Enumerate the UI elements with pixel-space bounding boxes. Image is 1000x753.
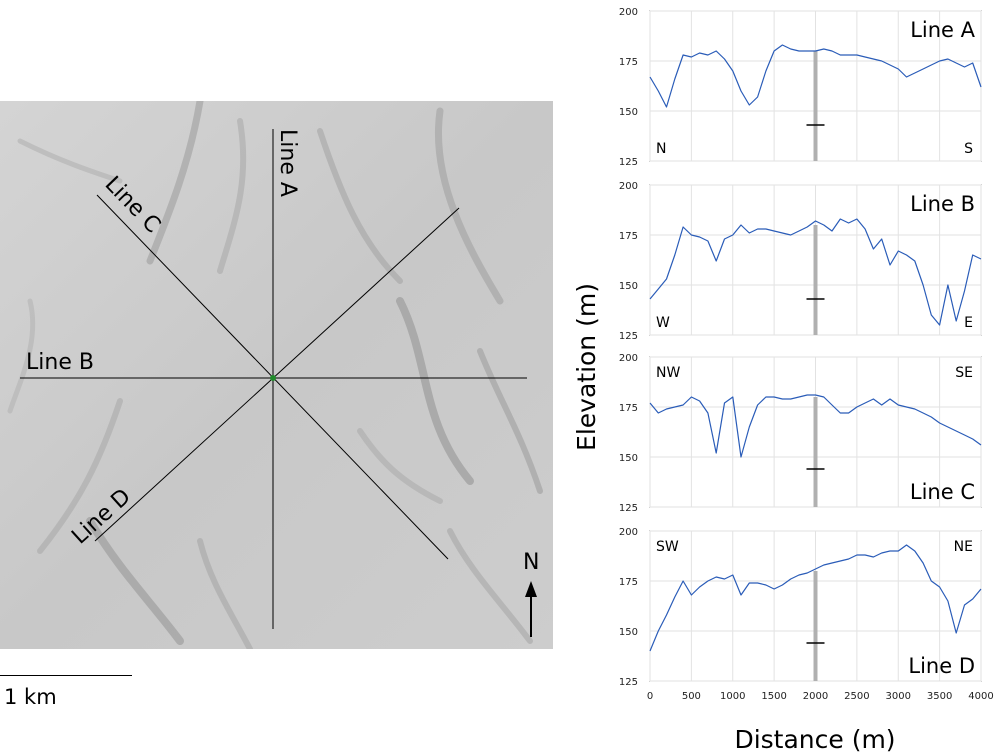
y-tick-label: 200	[619, 181, 638, 192]
profile-start-label: N	[656, 141, 666, 157]
y-tick-label: 200	[619, 353, 638, 364]
profile-end-label: E	[964, 315, 973, 331]
y-tick-label: 125	[619, 503, 638, 514]
relief-map: Line A Line B Line C Line D N	[0, 101, 553, 649]
y-tick-label: 175	[619, 403, 638, 414]
profile-chart-3: 125 150 175 200 Line C NW SE	[619, 353, 982, 514]
x-tick-label: 0	[647, 691, 653, 702]
x-tick-label: 4000	[968, 691, 993, 702]
x-tick-label: 2000	[803, 691, 828, 702]
y-tick-label: 175	[619, 577, 638, 588]
profile-start-label: W	[656, 315, 670, 331]
y-axis-label: Elevation (m)	[572, 283, 601, 451]
y-tick-label: 150	[619, 281, 638, 292]
x-tick-label: 3000	[886, 691, 911, 702]
elevation-profile-line	[649, 544, 982, 652]
elevation-profile-line	[649, 394, 982, 458]
profile-end-label: S	[964, 141, 973, 157]
x-tick-label: 2500	[844, 691, 869, 702]
map-label-line-b: Line B	[26, 350, 94, 375]
y-tick-label: 175	[619, 231, 638, 242]
y-tick-label: 200	[619, 7, 638, 18]
north-label: N	[523, 550, 539, 575]
terrain-shading	[7, 101, 543, 649]
profile-chart-1: 125 150 175 200 Line A N S	[619, 7, 982, 168]
y-tick-label: 150	[619, 627, 638, 638]
map-label-line-a: Line A	[275, 129, 300, 197]
x-axis-label: Distance (m)	[734, 725, 895, 753]
charts-layer: 125 150 175 200 Line A N S 125 150 175 200 Line B W E…	[619, 7, 994, 702]
x-tick-label: 3500	[927, 691, 952, 702]
profile-title: Line A	[910, 18, 975, 42]
scale-bar-label: 1 km	[4, 685, 57, 709]
y-tick-label: 125	[619, 157, 638, 168]
profile-start-label: SW	[656, 539, 679, 555]
x-tick-label: 500	[682, 691, 701, 702]
x-tick-label: 1500	[761, 691, 786, 702]
scale-bar	[0, 675, 132, 676]
profile-line-d	[94, 207, 460, 542]
profile-end-label: NE	[954, 539, 973, 555]
elevation-profile-line	[649, 218, 982, 326]
profile-title: Line C	[910, 480, 975, 504]
profile-chart-2: 125 150 175 200 Line B W E	[619, 181, 982, 342]
y-tick-label: 150	[619, 453, 638, 464]
y-tick-label: 175	[619, 57, 638, 68]
y-tick-label: 150	[619, 107, 638, 118]
x-tick-label: 1000	[720, 691, 745, 702]
profile-title: Line D	[908, 654, 975, 678]
y-tick-label: 125	[619, 331, 638, 342]
center-point	[270, 375, 276, 381]
profile-title: Line B	[910, 192, 975, 216]
y-tick-label: 200	[619, 527, 638, 538]
elevation-profile-line	[649, 44, 982, 108]
north-arrowhead-icon	[525, 581, 537, 597]
y-tick-label: 125	[619, 677, 638, 688]
profile-start-label: NW	[656, 365, 680, 381]
relief-map-drawing: Line A Line B Line C Line D N	[0, 101, 553, 649]
profile-end-label: SE	[955, 365, 973, 381]
